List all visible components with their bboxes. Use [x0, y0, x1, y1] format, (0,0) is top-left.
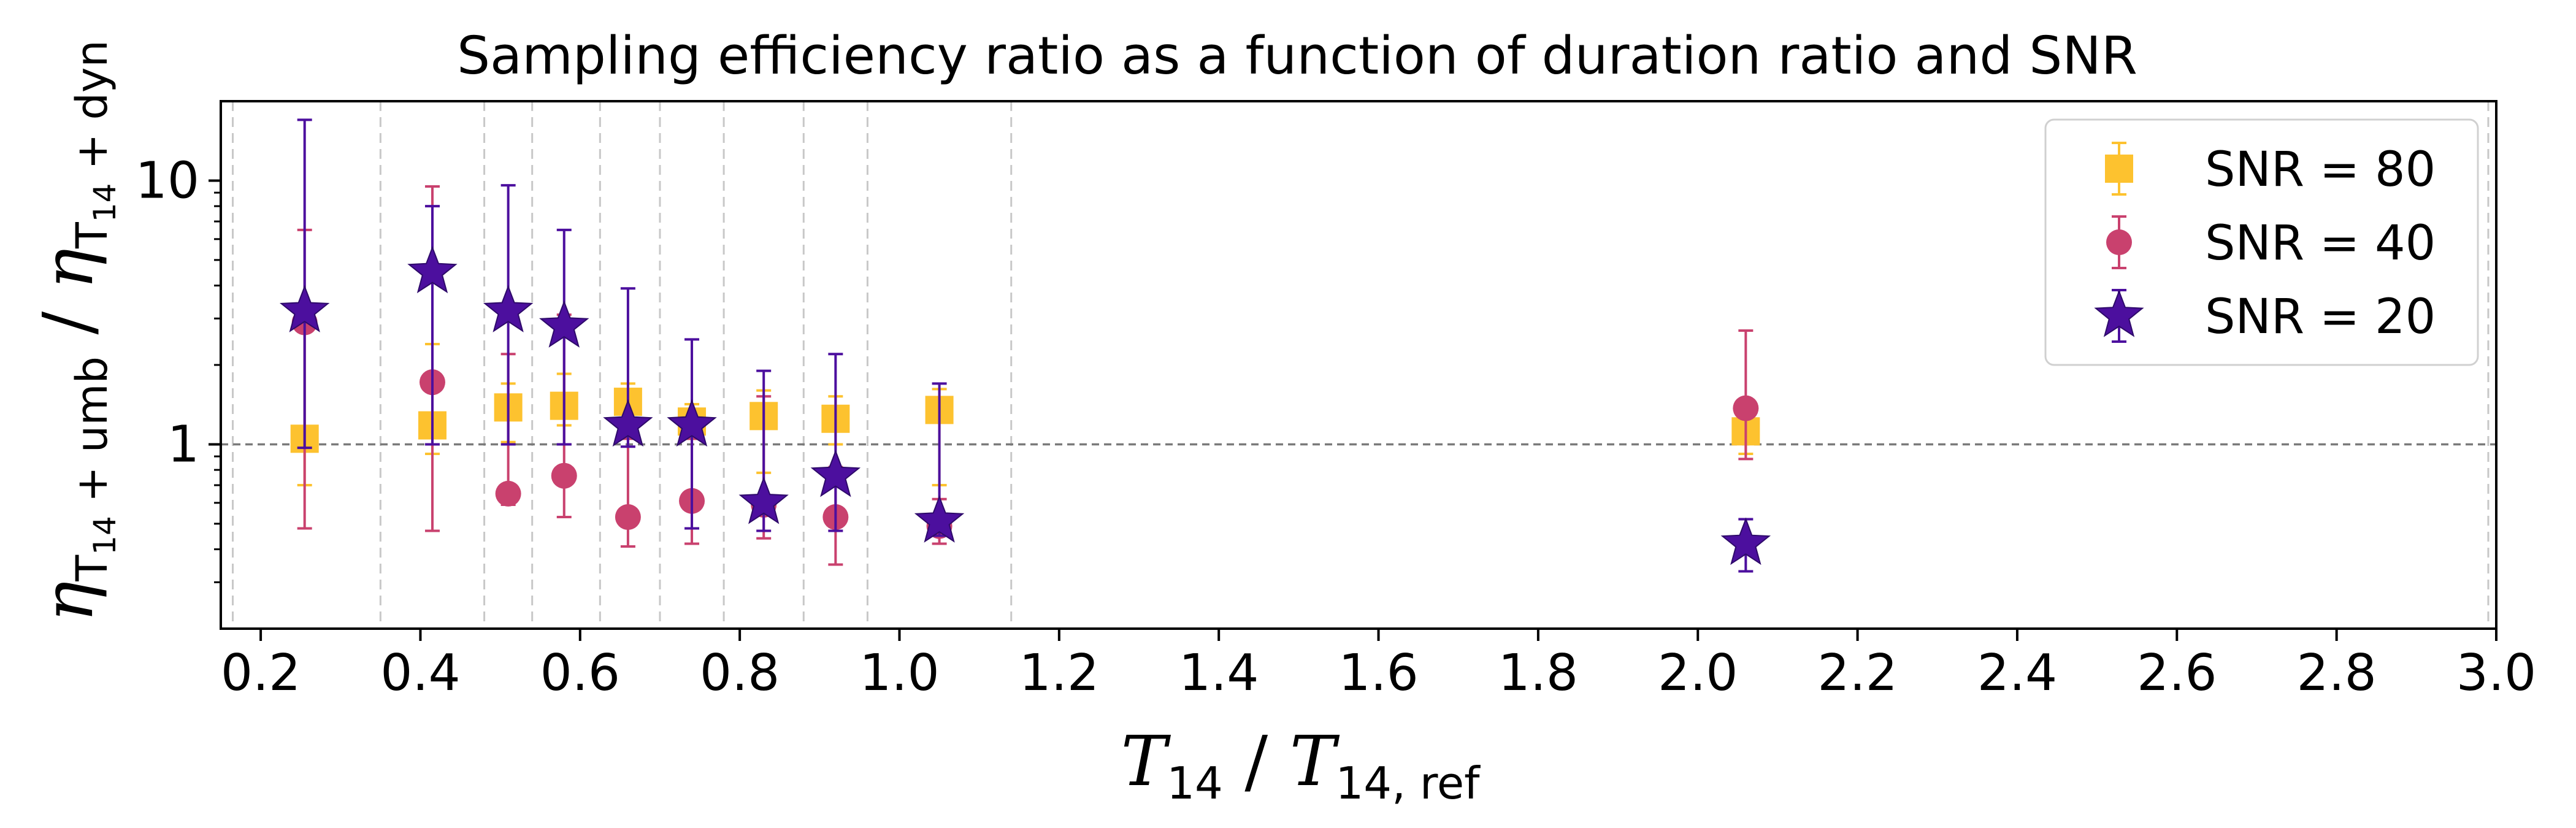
data-point — [667, 399, 717, 447]
data-point — [279, 285, 330, 332]
legend-marker — [2094, 289, 2144, 337]
x-axis-label: T14 / T14, ref — [1121, 722, 1481, 809]
x-tick-label: 1.4 — [1179, 644, 1259, 702]
data-point — [539, 300, 589, 348]
data-point — [810, 449, 861, 497]
data-point — [551, 462, 577, 489]
data-point — [615, 504, 641, 531]
series-circle — [291, 185, 1759, 566]
x-tick-label: 2.0 — [1658, 644, 1738, 702]
x-tick-label: 1.6 — [1338, 644, 1418, 702]
data-point — [483, 285, 534, 332]
legend-label: SNR = 80 — [2205, 142, 2436, 197]
x-tick-label: 0.6 — [540, 644, 620, 702]
data-point — [1720, 517, 1771, 565]
x-tick-label: 0.4 — [380, 644, 460, 702]
x-tick-label: 0.2 — [221, 644, 301, 702]
x-tick-label: 2.4 — [1977, 644, 2057, 702]
data-point — [1733, 395, 1759, 421]
x-tick-label: 2.6 — [2137, 644, 2217, 702]
y-axis-label: ηT14 + umb / ηT14 + dyn — [29, 40, 123, 622]
x-tick-label: 1.0 — [859, 644, 939, 702]
data-point — [407, 245, 458, 294]
legend-box — [2044, 118, 2479, 366]
legend-label: SNR = 20 — [2205, 289, 2436, 345]
legend-label: SNR = 40 — [2205, 216, 2436, 271]
y-tick-label: 10 — [136, 151, 199, 210]
x-tick-label: 2.2 — [1817, 644, 1897, 702]
x-tick-label: 3.0 — [2456, 644, 2536, 702]
x-tick-label: 1.2 — [1019, 644, 1099, 702]
y-axis-ticks: 1 10 — [136, 151, 221, 583]
x-tick-label: 2.8 — [2296, 644, 2376, 702]
data-point — [914, 495, 965, 543]
legend-marker — [2105, 155, 2133, 183]
chart-title: Sampling efficiency ratio as a function … — [457, 26, 2137, 86]
y-tick-label: 1 — [167, 415, 199, 473]
data-point — [738, 476, 789, 524]
data-point — [603, 399, 653, 447]
series-star — [279, 118, 1771, 573]
series-square — [290, 310, 1760, 487]
x-axis-ticks: 0.2 0.4 0.6 0.8 1.0 1.2 1.4 1.6 1.8 2.0 2.2 2.4 2.6 2… — [221, 629, 2536, 702]
x-tick-label: 1.8 — [1498, 644, 1578, 702]
series-layer — [279, 118, 1771, 573]
vertical-gridlines — [232, 101, 2490, 629]
legend: SNR = 80 SNR = 40 SNR = 20 — [2044, 118, 2479, 366]
legend-marker — [2106, 229, 2132, 255]
x-tick-label: 0.8 — [700, 644, 780, 702]
data-point — [495, 480, 521, 507]
